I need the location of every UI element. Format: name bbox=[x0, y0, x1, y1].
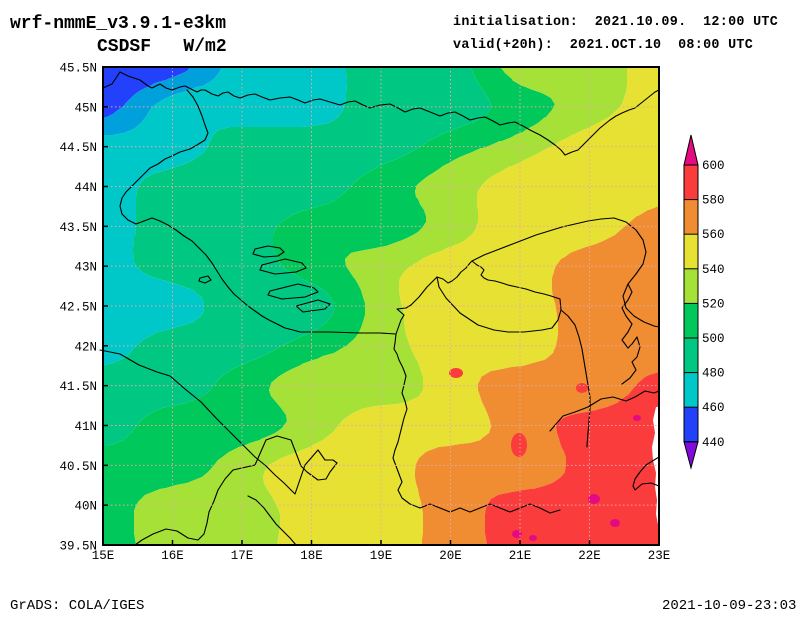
svg-text:22E: 22E bbox=[578, 549, 601, 563]
svg-text:520: 520 bbox=[702, 297, 725, 311]
svg-text:18E: 18E bbox=[300, 549, 323, 563]
svg-text:20E: 20E bbox=[439, 549, 462, 563]
svg-text:17E: 17E bbox=[231, 549, 254, 563]
svg-text:44N: 44N bbox=[74, 181, 97, 195]
svg-text:43N: 43N bbox=[74, 261, 97, 275]
svg-text:43.5N: 43.5N bbox=[59, 221, 97, 235]
svg-text:19E: 19E bbox=[370, 549, 393, 563]
svg-text:600: 600 bbox=[702, 159, 725, 173]
svg-text:42.5N: 42.5N bbox=[59, 301, 97, 315]
svg-text:41N: 41N bbox=[74, 420, 97, 434]
svg-text:500: 500 bbox=[702, 332, 725, 346]
svg-text:540: 540 bbox=[702, 263, 725, 277]
svg-text:21E: 21E bbox=[509, 549, 532, 563]
svg-text:40.5N: 40.5N bbox=[59, 460, 97, 474]
svg-text:460: 460 bbox=[702, 401, 725, 415]
svg-text:40N: 40N bbox=[74, 500, 97, 514]
svg-text:440: 440 bbox=[702, 436, 725, 450]
svg-text:480: 480 bbox=[702, 367, 725, 381]
svg-text:23E: 23E bbox=[648, 549, 671, 563]
svg-text:580: 580 bbox=[702, 194, 725, 208]
svg-text:45N: 45N bbox=[74, 101, 97, 115]
svg-text:41.5N: 41.5N bbox=[59, 380, 97, 394]
svg-text:16E: 16E bbox=[161, 549, 184, 563]
svg-text:45.5N: 45.5N bbox=[59, 62, 97, 76]
svg-text:44.5N: 44.5N bbox=[59, 141, 97, 155]
svg-text:39.5N: 39.5N bbox=[59, 540, 97, 554]
svg-text:42N: 42N bbox=[74, 340, 97, 354]
svg-text:560: 560 bbox=[702, 228, 725, 242]
